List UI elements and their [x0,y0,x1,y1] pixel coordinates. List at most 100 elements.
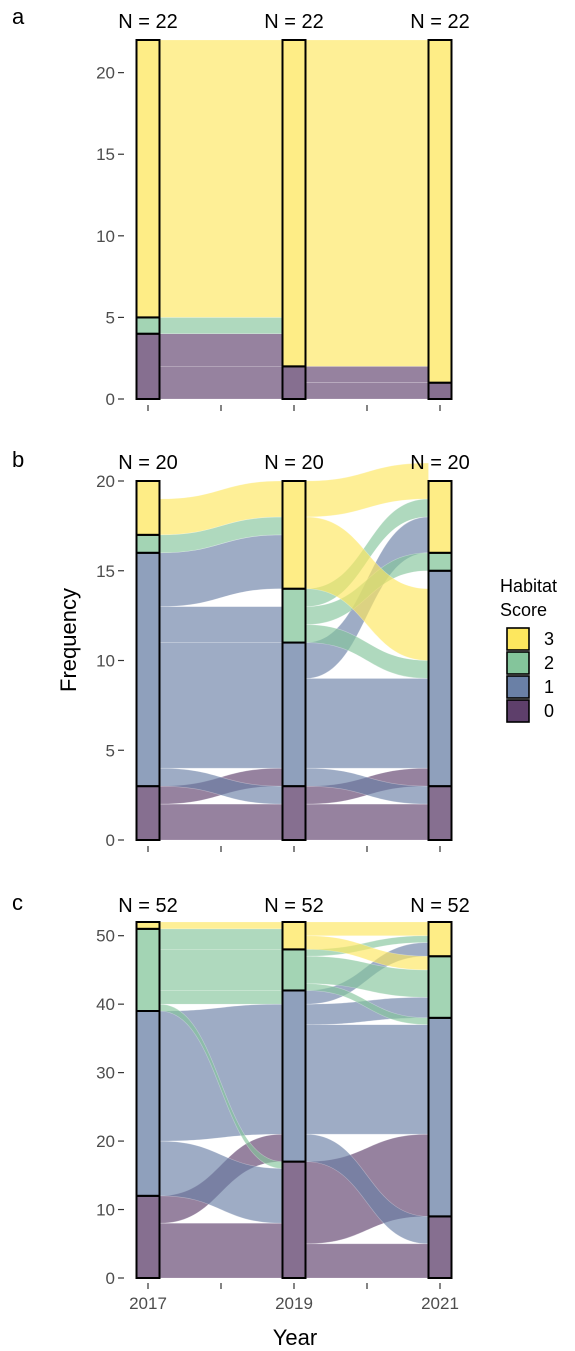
y-tick-label: 0 [106,831,115,850]
stratum-score-0 [281,785,307,842]
stratum-score-3 [427,39,453,384]
stratum-score-0 [135,1194,161,1280]
legend-items: 3 2 1 0 [506,627,554,723]
stratum-score-3 [135,921,161,930]
flows [159,39,429,400]
stratum-score-1 [281,641,307,788]
x-tick-label: 2021 [421,1294,459,1313]
flow-1-to-2 [159,606,283,643]
stratum-score-0 [427,381,453,401]
flow-2-to-1 [159,990,283,1005]
stratum-score-2 [281,948,307,992]
legend-label-3: 3 [544,629,554,649]
panel-letter: a [12,4,25,29]
stratum-score-3 [281,921,307,951]
stratum-score-2 [281,587,307,644]
y-tick-label: 10 [96,1201,115,1220]
x-tick-label: 2017 [129,1294,167,1313]
stratum-score-0 [281,365,307,401]
stratum-score-1 [135,551,161,788]
flow-1-to-1 [159,1003,283,1142]
y-tick-label: 15 [96,145,115,164]
flow-0-to-3 [159,333,283,367]
y-tick-label: 20 [96,64,115,83]
flow-0-to-0 [159,1222,283,1279]
flow-2-to-2 [159,949,283,991]
legend: Habitat Score 3 2 1 0 [500,576,557,723]
stratum-score-3 [427,480,453,554]
y-tick-label: 50 [96,927,115,946]
stratum-score-0 [427,1215,453,1280]
legend-title-line-1: Habitat [500,576,557,596]
legend-swatch-3 [506,627,530,651]
stratum-score-3 [281,39,307,368]
legend-label-2: 2 [544,653,554,673]
flows [159,921,429,1279]
strata [135,921,453,1280]
y-axis-title: Frequency [56,588,81,692]
y-tick-label: 40 [96,995,115,1014]
legend-swatch-2 [506,651,530,675]
n-label: N = 22 [118,11,177,33]
stratum-score-3 [427,921,453,958]
stratum-score-3 [281,480,307,590]
stratum-score-1 [427,1016,453,1218]
flow-2-to-3 [159,317,283,335]
legend-title-line-2: Score [500,600,547,620]
y-tick-label: 5 [106,308,115,327]
strata [135,480,453,842]
stratum-score-2 [427,955,453,1019]
y-tick-label: 10 [96,227,115,246]
stratum-score-0 [135,332,161,400]
flow-0-to-0 [305,1243,429,1279]
x-tick-label: 2019 [275,1294,313,1313]
stratum-score-3 [135,480,161,536]
y-tick-label: 10 [96,652,115,671]
stratum-score-1 [281,989,307,1163]
stratum-score-0 [135,785,161,842]
legend-swatch-1 [506,675,530,699]
flow-3-to-3 [159,39,283,318]
stratum-score-2 [135,316,161,335]
flow-1-to-1 [305,678,429,769]
panel-c: c 0 10 20 30 40 50 2017 2019 2021 N = 52 N = 52 N = … [12,890,470,1313]
stratum-score-0 [281,1160,307,1279]
flow-0-to-3 [305,366,429,383]
x-axis-title: Year [273,1325,317,1350]
flow-1-to-1 [159,642,283,769]
flow-1-to-1 [305,1024,429,1135]
y-tick-label: 20 [96,1132,115,1151]
flow-3-to-3 [305,39,429,367]
stratum-score-0 [427,785,453,842]
flow-3-to-3 [159,921,283,930]
y-tick-label: 0 [106,1269,115,1288]
n-label: N = 22 [264,11,323,33]
n-label: N = 20 [264,452,323,474]
stratum-score-3 [135,39,161,319]
flow-0-to-0 [159,803,283,841]
n-label: N = 52 [264,895,323,917]
n-label: N = 22 [410,11,469,33]
flow-0-to-0 [159,366,283,400]
y-tick-label: 20 [96,472,115,491]
panel-a: a 0 5 10 15 20 N = 22 N = 22 N = 22 [12,4,470,411]
flow-2-to-3 [159,928,283,950]
n-label: N = 20 [118,452,177,474]
stratum-score-2 [427,551,453,572]
panel-letter: c [12,890,23,915]
y-tick-label: 0 [106,390,115,409]
flow-3-to-3 [305,921,429,936]
y-tick-label: 5 [106,741,115,760]
legend-label-1: 1 [544,677,554,697]
n-label: N = 20 [410,452,469,474]
flow-0-to-0 [305,382,429,400]
strata [135,39,453,401]
stratum-score-2 [135,927,161,1012]
y-tick-label: 30 [96,1064,115,1083]
legend-label-0: 0 [544,701,554,721]
stratum-score-1 [427,569,453,788]
stratum-score-2 [135,533,161,554]
